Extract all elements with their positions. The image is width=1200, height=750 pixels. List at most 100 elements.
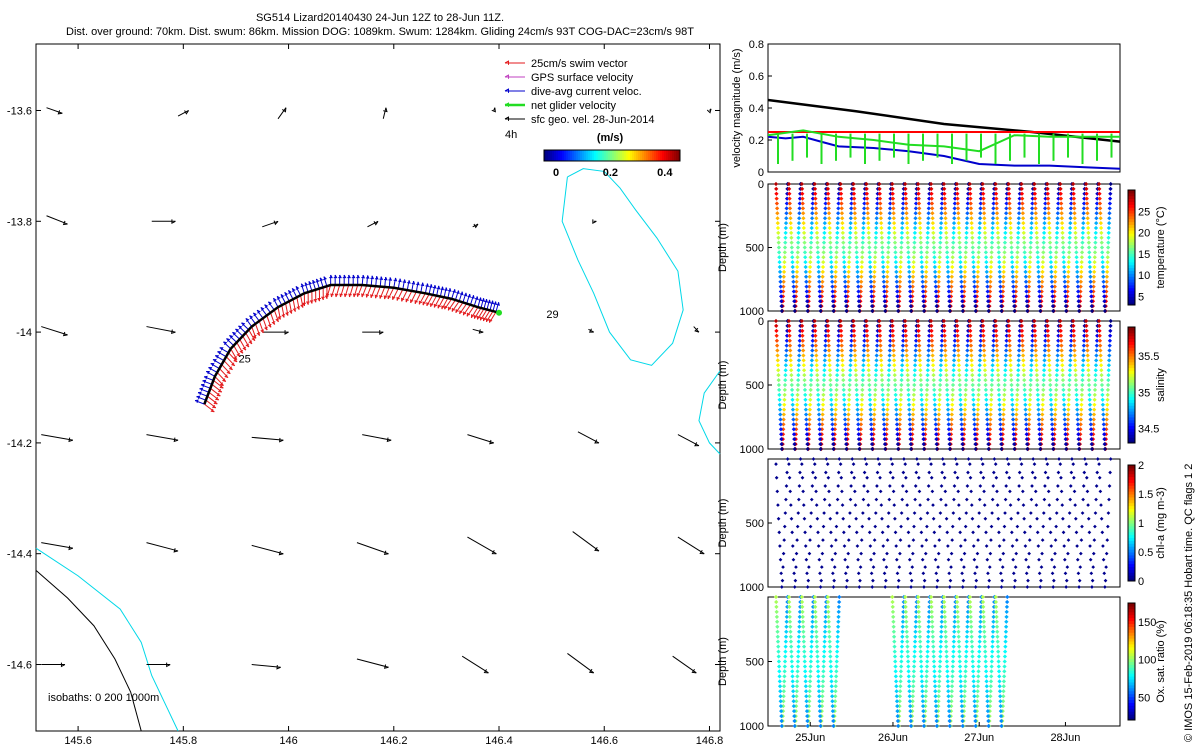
scatter-point	[1071, 196, 1077, 201]
scatter-point	[1001, 274, 1006, 279]
scatter-point	[974, 289, 980, 294]
panel-salinity	[767, 318, 1136, 452]
scatter-point	[861, 220, 866, 226]
scatter-point	[808, 382, 814, 388]
scatter-point	[869, 289, 874, 294]
scatter-point	[782, 382, 788, 388]
scatter-point	[865, 348, 870, 353]
scatter-point	[887, 348, 892, 353]
scatter-point	[807, 407, 813, 412]
scatter-point	[1082, 196, 1087, 201]
scatter-point	[993, 186, 999, 192]
scatter-point	[1073, 225, 1078, 231]
scatter-point	[1086, 225, 1091, 231]
scatter-point	[1022, 260, 1028, 265]
scatter-point	[996, 235, 1001, 240]
scatter-point	[812, 318, 817, 324]
scatter-point	[926, 216, 931, 221]
scatter-point	[870, 308, 875, 314]
scatter-point	[869, 422, 874, 427]
scatter-point	[790, 392, 795, 397]
scatter-point	[1030, 201, 1035, 206]
scatter-point	[846, 407, 851, 412]
scatter-point	[878, 353, 884, 358]
scatter-point	[852, 196, 857, 201]
scatter-point	[777, 392, 782, 397]
scatter-point	[841, 392, 847, 397]
scatter-point	[802, 373, 807, 378]
scatter-point	[810, 338, 815, 343]
scatter-point	[1076, 294, 1081, 299]
scatter-point	[939, 211, 944, 216]
scatter-point	[1058, 191, 1063, 196]
scatter-point	[779, 441, 784, 447]
scatter-point	[813, 333, 818, 338]
scatter-point	[851, 181, 856, 187]
scatter-point	[903, 318, 908, 324]
scatter-point	[787, 323, 792, 329]
scatter-point	[923, 289, 928, 294]
scatter-point	[844, 446, 849, 452]
scatter-point	[962, 279, 967, 284]
scatter-point	[1034, 235, 1040, 240]
scatter-point	[1024, 289, 1029, 294]
scatter-point	[861, 225, 866, 231]
scatter-point	[934, 299, 939, 304]
scatter-point	[840, 220, 845, 226]
panel-cbar-tick-label: 50	[1138, 692, 1150, 704]
scatter-point	[927, 191, 932, 196]
scatter-point	[790, 407, 796, 412]
scatter-point	[1037, 299, 1042, 304]
scatter-point	[873, 250, 878, 255]
scatter-point	[893, 250, 898, 255]
scatter-point	[1085, 206, 1090, 211]
scatter-point	[795, 392, 800, 397]
scatter-point	[939, 216, 944, 221]
scatter-point	[1097, 186, 1102, 192]
scatter-point	[868, 417, 874, 422]
scatter-point	[796, 363, 801, 368]
scatter-point	[1085, 216, 1090, 221]
scatter-point	[903, 323, 908, 329]
scatter-point	[1084, 191, 1089, 196]
scatter-point	[1104, 289, 1109, 294]
scatter-point	[784, 201, 789, 206]
scatter-point	[1091, 289, 1096, 294]
scatter-point	[908, 303, 913, 309]
scatter-point	[908, 299, 913, 304]
scatter-point	[969, 216, 974, 221]
scatter-point	[1087, 260, 1092, 265]
scatter-point	[892, 230, 897, 235]
scatter-point	[795, 260, 800, 265]
scatter-point	[821, 397, 826, 402]
isobath-coast-black	[35, 569, 142, 732]
scatter-point	[894, 269, 899, 275]
scatter-point	[887, 358, 892, 363]
scatter-point	[947, 299, 952, 304]
scatter-point	[809, 373, 814, 378]
scatter-point	[1004, 206, 1009, 211]
scatter-point	[1030, 191, 1035, 196]
scatter-point	[777, 264, 782, 270]
scatter-point	[1052, 279, 1058, 284]
scatter-point	[1095, 191, 1100, 196]
scatter-point	[955, 191, 960, 196]
scatter-point	[784, 216, 789, 221]
scatter-point	[968, 206, 974, 211]
panel-cbar-label: Ox. sat. ratio (%)	[1155, 620, 1167, 703]
scatter-point	[1093, 235, 1098, 240]
scatter-point	[1033, 196, 1038, 201]
scatter-point	[881, 269, 886, 275]
scatter-point	[867, 245, 872, 250]
legend-swatch	[504, 88, 525, 93]
scatter-point	[921, 294, 926, 299]
scatter-point	[821, 245, 826, 250]
scatter-point	[815, 235, 820, 240]
scatter-point	[929, 186, 934, 192]
scatter-point	[783, 368, 788, 373]
scatter-point	[952, 211, 957, 216]
geo-vector	[491, 107, 496, 113]
scatter-point	[816, 269, 821, 275]
scatter-point	[1085, 211, 1090, 216]
scatter-point	[1003, 230, 1008, 235]
